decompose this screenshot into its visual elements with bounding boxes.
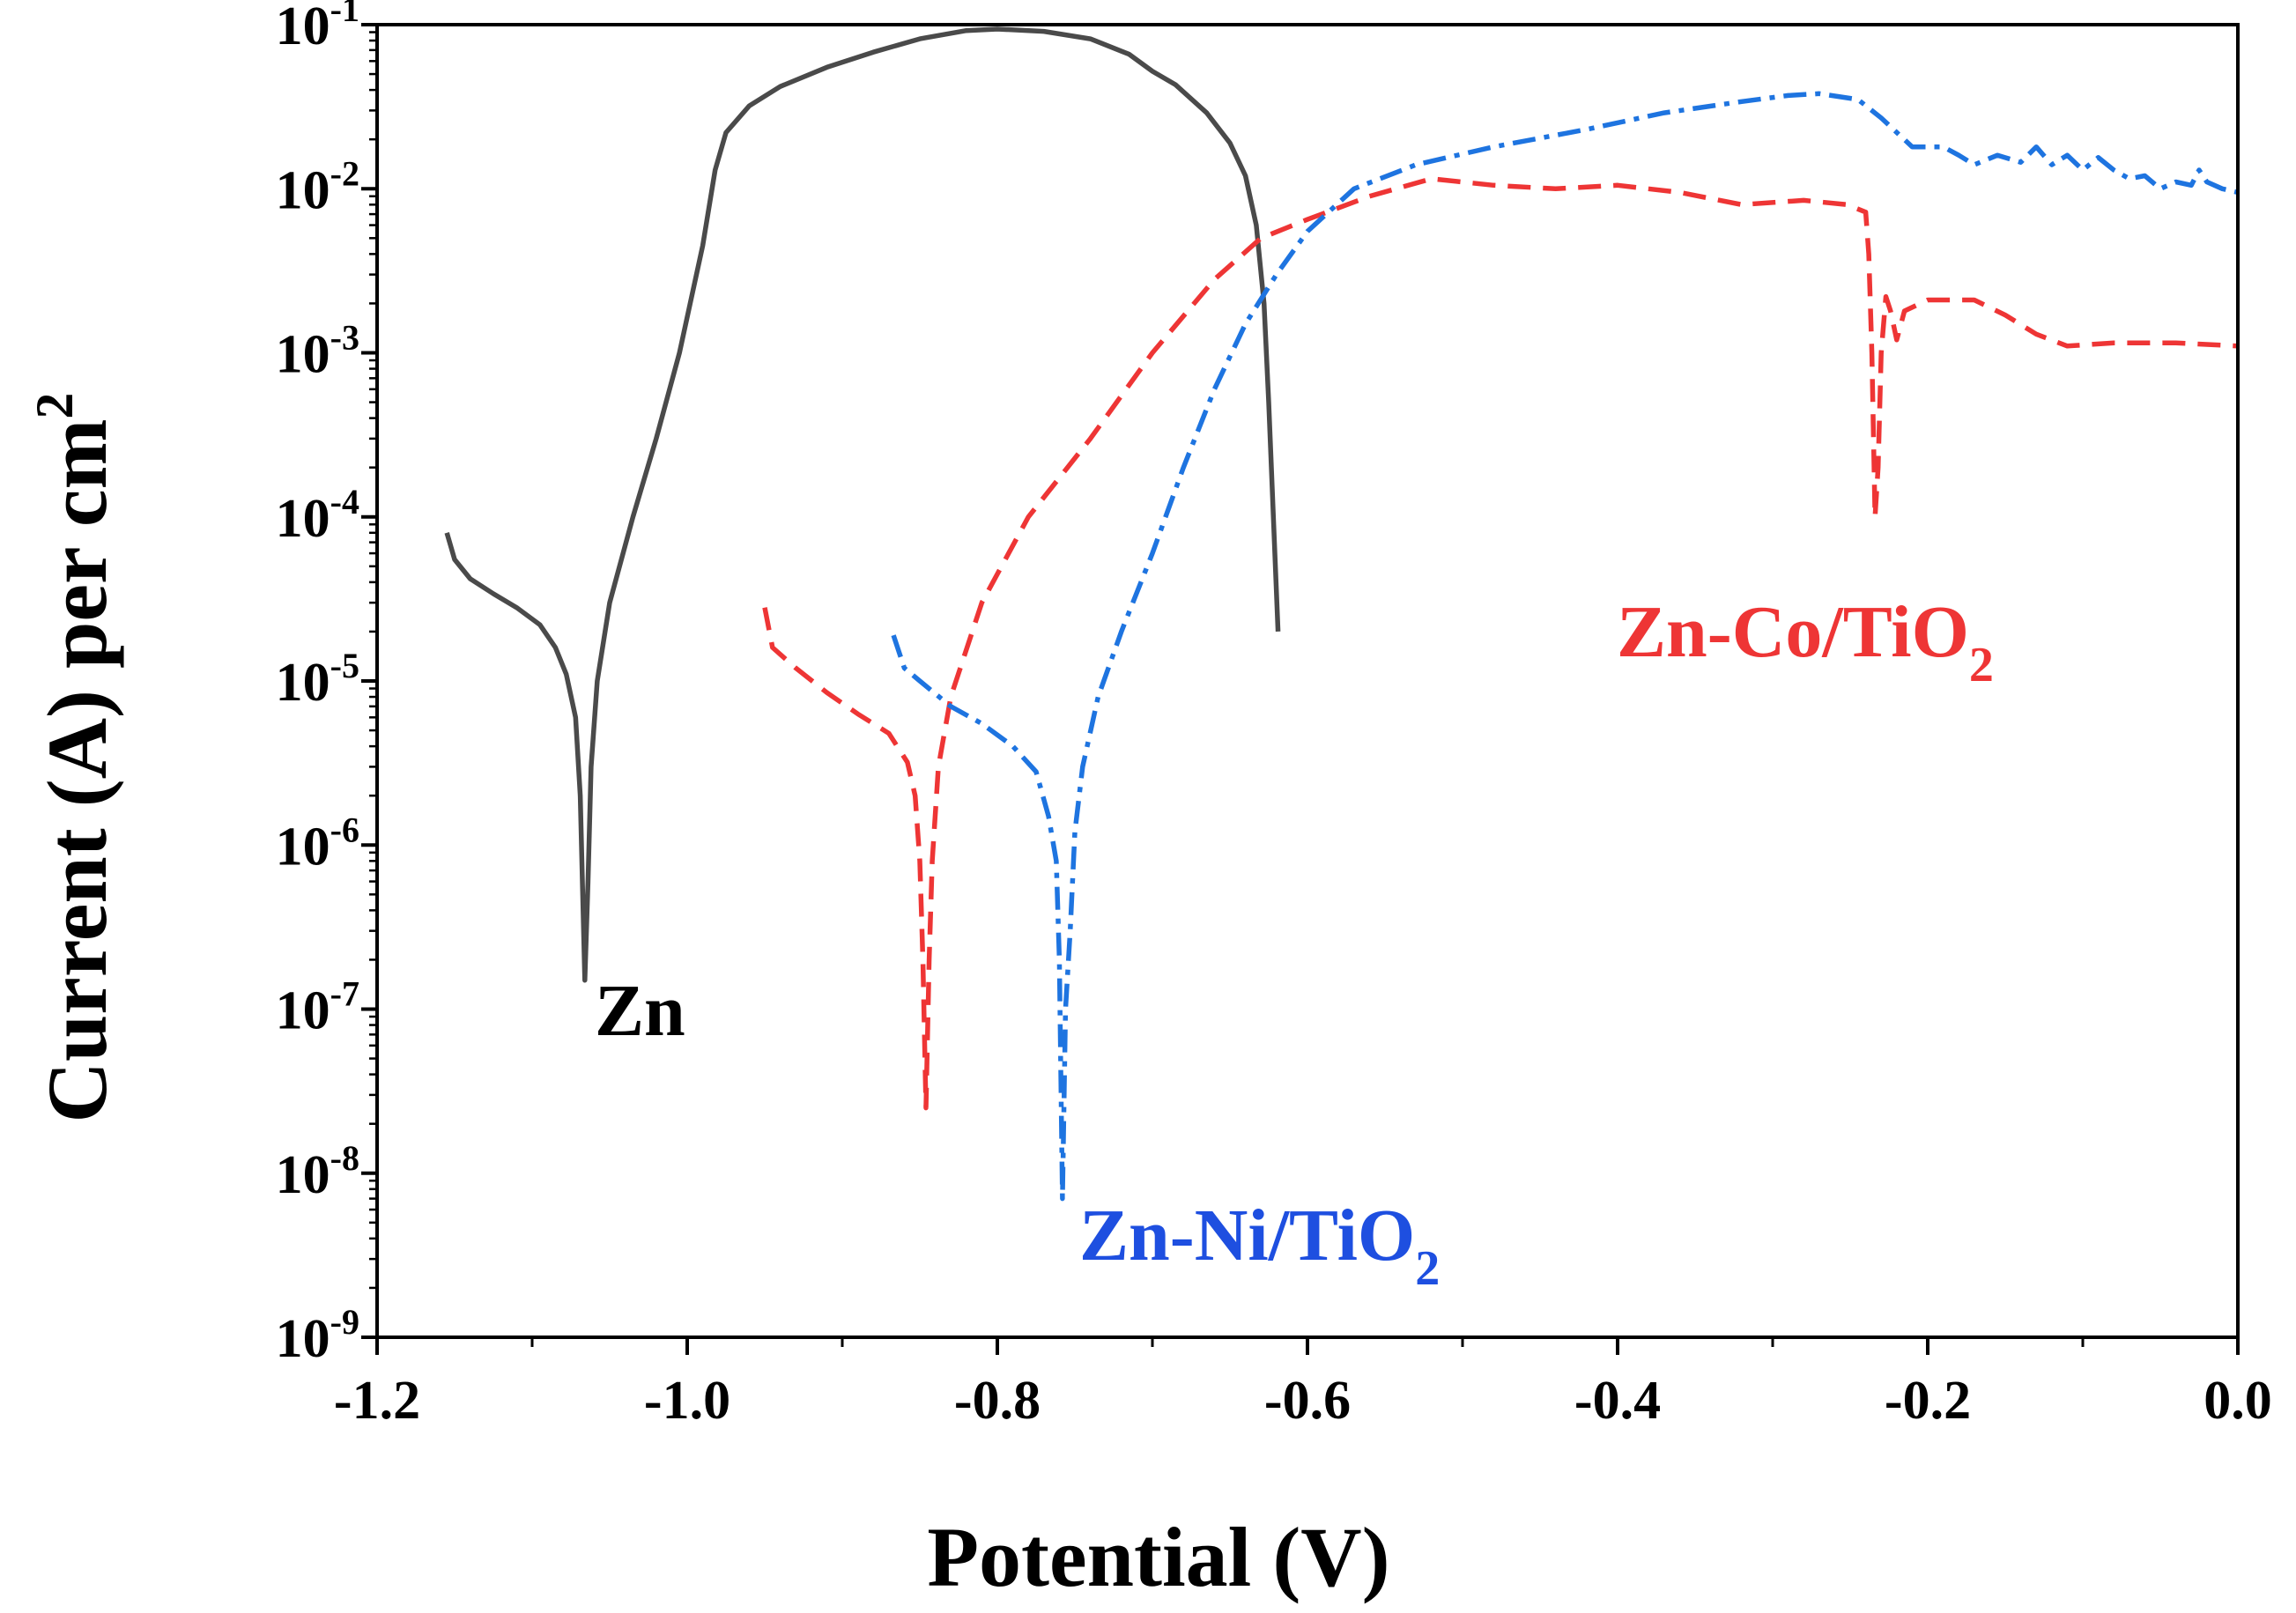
y-tick-label: 10-9: [276, 1302, 359, 1369]
y-tick-exponent: -5: [330, 646, 359, 685]
x-tick-label: -0.6: [1264, 1371, 1351, 1431]
x-tick-label: -0.8: [954, 1371, 1041, 1431]
x-tick-label: 0.0: [2203, 1371, 2272, 1431]
x-tick-label: -1.2: [334, 1371, 420, 1431]
y-tick-label: 10-7: [276, 974, 359, 1041]
y-tick-label: 10-5: [276, 646, 359, 713]
data-series-group: [444, 26, 2239, 1202]
series-label-zn: Zn: [595, 970, 685, 1052]
y-tick-exponent: -6: [330, 810, 359, 849]
y-tick-base: 10: [276, 0, 330, 56]
y-axis-title-text: Current (A) per cm: [30, 419, 124, 1123]
y-axis-title: Current (A) per cm2: [26, 393, 124, 1123]
series-label-zn-co-tio2: Zn-Co/TiO2: [1617, 591, 1994, 692]
y-tick-exponent: -4: [330, 482, 359, 522]
x-tick-label: -1.0: [644, 1371, 730, 1431]
y-tick-base: 10: [276, 817, 330, 877]
y-tick-label: 10-6: [276, 810, 359, 877]
series-line-zn: [444, 26, 1281, 983]
y-tick-base: 10: [276, 160, 330, 220]
x-tick-label: -0.4: [1574, 1371, 1661, 1431]
y-tick-exponent: -1: [330, 0, 359, 29]
y-tick-exponent: -3: [330, 318, 359, 358]
series-label-zn-co-tio2-subscript: 2: [1969, 638, 1994, 692]
series-label-zn-ni-tio2-text: Zn-Ni/TiO: [1079, 1195, 1415, 1276]
y-tick-label: 10-1: [276, 0, 359, 56]
y-tick-exponent: -9: [330, 1302, 359, 1342]
y-tick-label: 10-8: [276, 1138, 359, 1205]
x-axis-title: Potential (V): [927, 1510, 1389, 1604]
y-tick-exponent: -8: [330, 1138, 359, 1178]
y-tick-exponent: -2: [330, 153, 359, 193]
series-label-zn-co-tio2-text: Zn-Co/TiO: [1617, 591, 1969, 673]
x-tick-label: -0.2: [1885, 1371, 1971, 1431]
series-label-zn-ni-tio2-subscript: 2: [1415, 1241, 1440, 1296]
y-tick-base: 10: [276, 981, 330, 1041]
y-tick-label: 10-4: [276, 482, 359, 549]
y-tick-label: 10-3: [276, 318, 359, 385]
y-tick-base: 10: [276, 325, 330, 385]
series-label-zn-ni-tio2: Zn-Ni/TiO2: [1079, 1195, 1440, 1296]
y-tick-base: 10: [276, 1145, 330, 1205]
y-tick-base: 10: [276, 489, 330, 549]
y-axis-title-superscript: 2: [26, 393, 84, 419]
axes-group: -1.2 -1.0 -0.8 -0.6 -0.4 -0.2 0.010-910-810-71…: [276, 0, 2272, 1431]
y-tick-exponent: -7: [330, 974, 359, 1014]
series-line-zn-ni-tio2: [891, 91, 2239, 1202]
series-line-zn-co-tio2: [762, 176, 2239, 1111]
y-tick-base: 10: [276, 653, 330, 713]
y-tick-label: 10-2: [276, 153, 359, 220]
y-tick-base: 10: [276, 1309, 330, 1369]
